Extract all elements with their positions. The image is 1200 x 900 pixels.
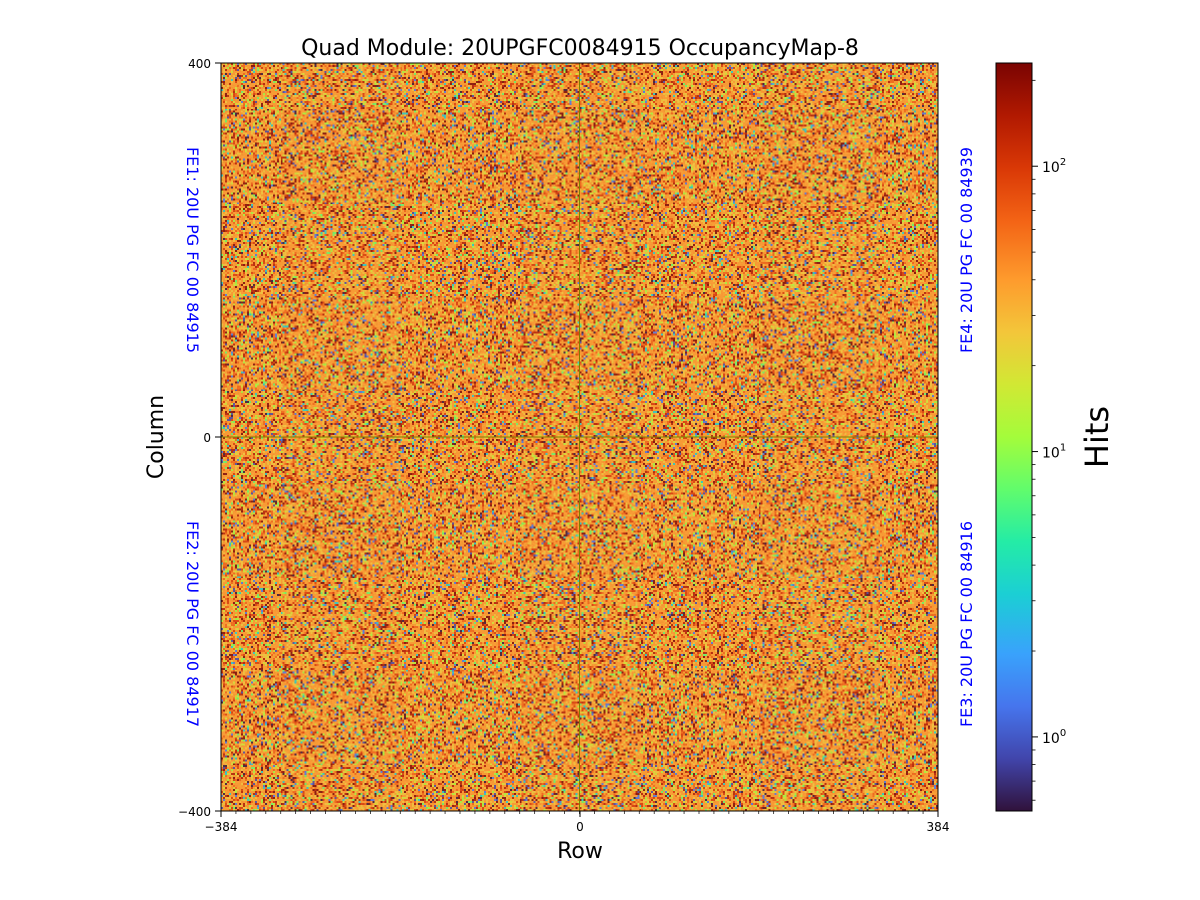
colorbar-ticks: 100 101 102: [1032, 157, 1066, 747]
fe3-label: FE3: 20U PG FC 00 84916: [957, 521, 976, 727]
x-tick-label-zero: 0: [576, 820, 584, 834]
colorbar-tick-label-1e2: 102: [1042, 157, 1066, 176]
fe1-label: FE1: 20U PG FC 00 84915: [183, 147, 202, 353]
x-tick-label-min: −384: [205, 820, 238, 834]
colorbar-minor-ticks: [1032, 79, 1036, 801]
heatmap-plot: [220, 62, 939, 812]
colorbar-tick-label-1e0: 100: [1042, 728, 1066, 747]
colorbar-gradient: [996, 63, 1032, 811]
colorbar-label: Hits: [1078, 406, 1116, 468]
x-tick-label-max: 384: [927, 820, 950, 834]
colorbar-frame: [995, 62, 1033, 812]
chart-title: Quad Module: 20UPGFC0084915 OccupancyMap…: [301, 36, 859, 61]
colorbar-tick-label-1e1: 101: [1042, 443, 1066, 462]
colorbar-tick-1e0: 100: [1032, 728, 1066, 747]
y-tick-label-zero: 0: [203, 431, 211, 445]
fe4-label: FE4: 20U PG FC 00 84939: [957, 147, 976, 353]
colorbar-tick-1e2: 102: [1032, 157, 1066, 176]
y-tick-label-max: 400: [188, 57, 211, 71]
y-axis-label: Column: [144, 395, 169, 479]
fe2-label: FE2: 20U PG FC 00 84917: [183, 521, 202, 727]
y-tick-label-min: −400: [178, 805, 211, 819]
x-axis: −384 0 384: [205, 811, 950, 834]
colorbar: 100 101 102 Hits: [995, 62, 1116, 812]
y-axis: 400 0 −400: [178, 57, 221, 819]
x-axis-label: Row: [557, 839, 603, 864]
colorbar-tick-1e1: 101: [1032, 443, 1066, 462]
x-minor-ticks: [220, 811, 939, 814]
